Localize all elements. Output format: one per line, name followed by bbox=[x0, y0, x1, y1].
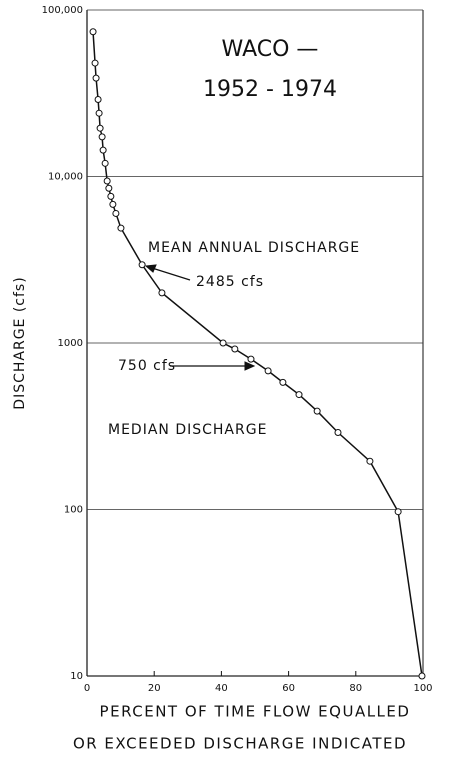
annotation: 750 cfs bbox=[118, 358, 176, 374]
point bbox=[264, 367, 272, 375]
point bbox=[91, 59, 99, 67]
x-tick-label: 100 bbox=[413, 683, 432, 694]
point bbox=[107, 192, 115, 200]
point bbox=[112, 209, 120, 217]
x-tick-label: 80 bbox=[349, 683, 362, 694]
point bbox=[96, 124, 104, 132]
y-axis-label: DISCHARGE (cfs) bbox=[12, 276, 28, 409]
point bbox=[247, 355, 255, 363]
point bbox=[138, 261, 146, 269]
x-axis-label: PERCENT OF TIME FLOW EQUALLED bbox=[100, 703, 411, 721]
point bbox=[89, 28, 97, 36]
y-tick-label: 10 bbox=[70, 671, 83, 682]
x-axis-label: OR EXCEEDED DISCHARGE INDICATED bbox=[73, 735, 407, 753]
point bbox=[105, 184, 113, 192]
arrows bbox=[144, 264, 256, 371]
annotation: MEDIAN DISCHARGE bbox=[108, 422, 267, 438]
point bbox=[103, 177, 111, 185]
point bbox=[94, 96, 102, 104]
x-tick-label: 20 bbox=[148, 683, 161, 694]
y-tick-label: 1000 bbox=[58, 338, 83, 349]
point bbox=[219, 339, 227, 347]
x-tick-label: 40 bbox=[215, 683, 228, 694]
point bbox=[158, 289, 166, 297]
point bbox=[418, 672, 426, 680]
y-tick-label: 10,000 bbox=[48, 172, 83, 183]
line bbox=[92, 31, 423, 677]
point bbox=[99, 146, 107, 154]
y-tick-label: 100,000 bbox=[42, 5, 83, 16]
point bbox=[313, 407, 321, 415]
point bbox=[92, 74, 100, 82]
y-tick-label: 100 bbox=[64, 505, 83, 516]
point bbox=[117, 224, 125, 232]
point bbox=[98, 133, 106, 141]
point bbox=[295, 391, 303, 399]
point bbox=[109, 200, 117, 208]
point bbox=[366, 457, 374, 465]
point bbox=[334, 429, 342, 437]
x-tick-label: 0 bbox=[84, 683, 90, 694]
point bbox=[231, 345, 239, 353]
point bbox=[101, 159, 109, 167]
annotation: MEAN ANNUAL DISCHARGE bbox=[148, 240, 360, 256]
point bbox=[279, 378, 287, 386]
annotation: 2485 cfs bbox=[196, 274, 264, 290]
x-tick-label: 60 bbox=[282, 683, 295, 694]
point bbox=[394, 508, 402, 516]
point bbox=[95, 109, 103, 117]
chart-title: WACO — bbox=[222, 37, 319, 62]
chart-subtitle: 1952 - 1974 bbox=[203, 77, 337, 102]
